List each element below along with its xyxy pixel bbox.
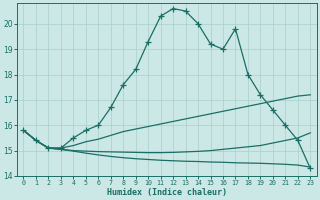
X-axis label: Humidex (Indice chaleur): Humidex (Indice chaleur) [107, 188, 227, 197]
